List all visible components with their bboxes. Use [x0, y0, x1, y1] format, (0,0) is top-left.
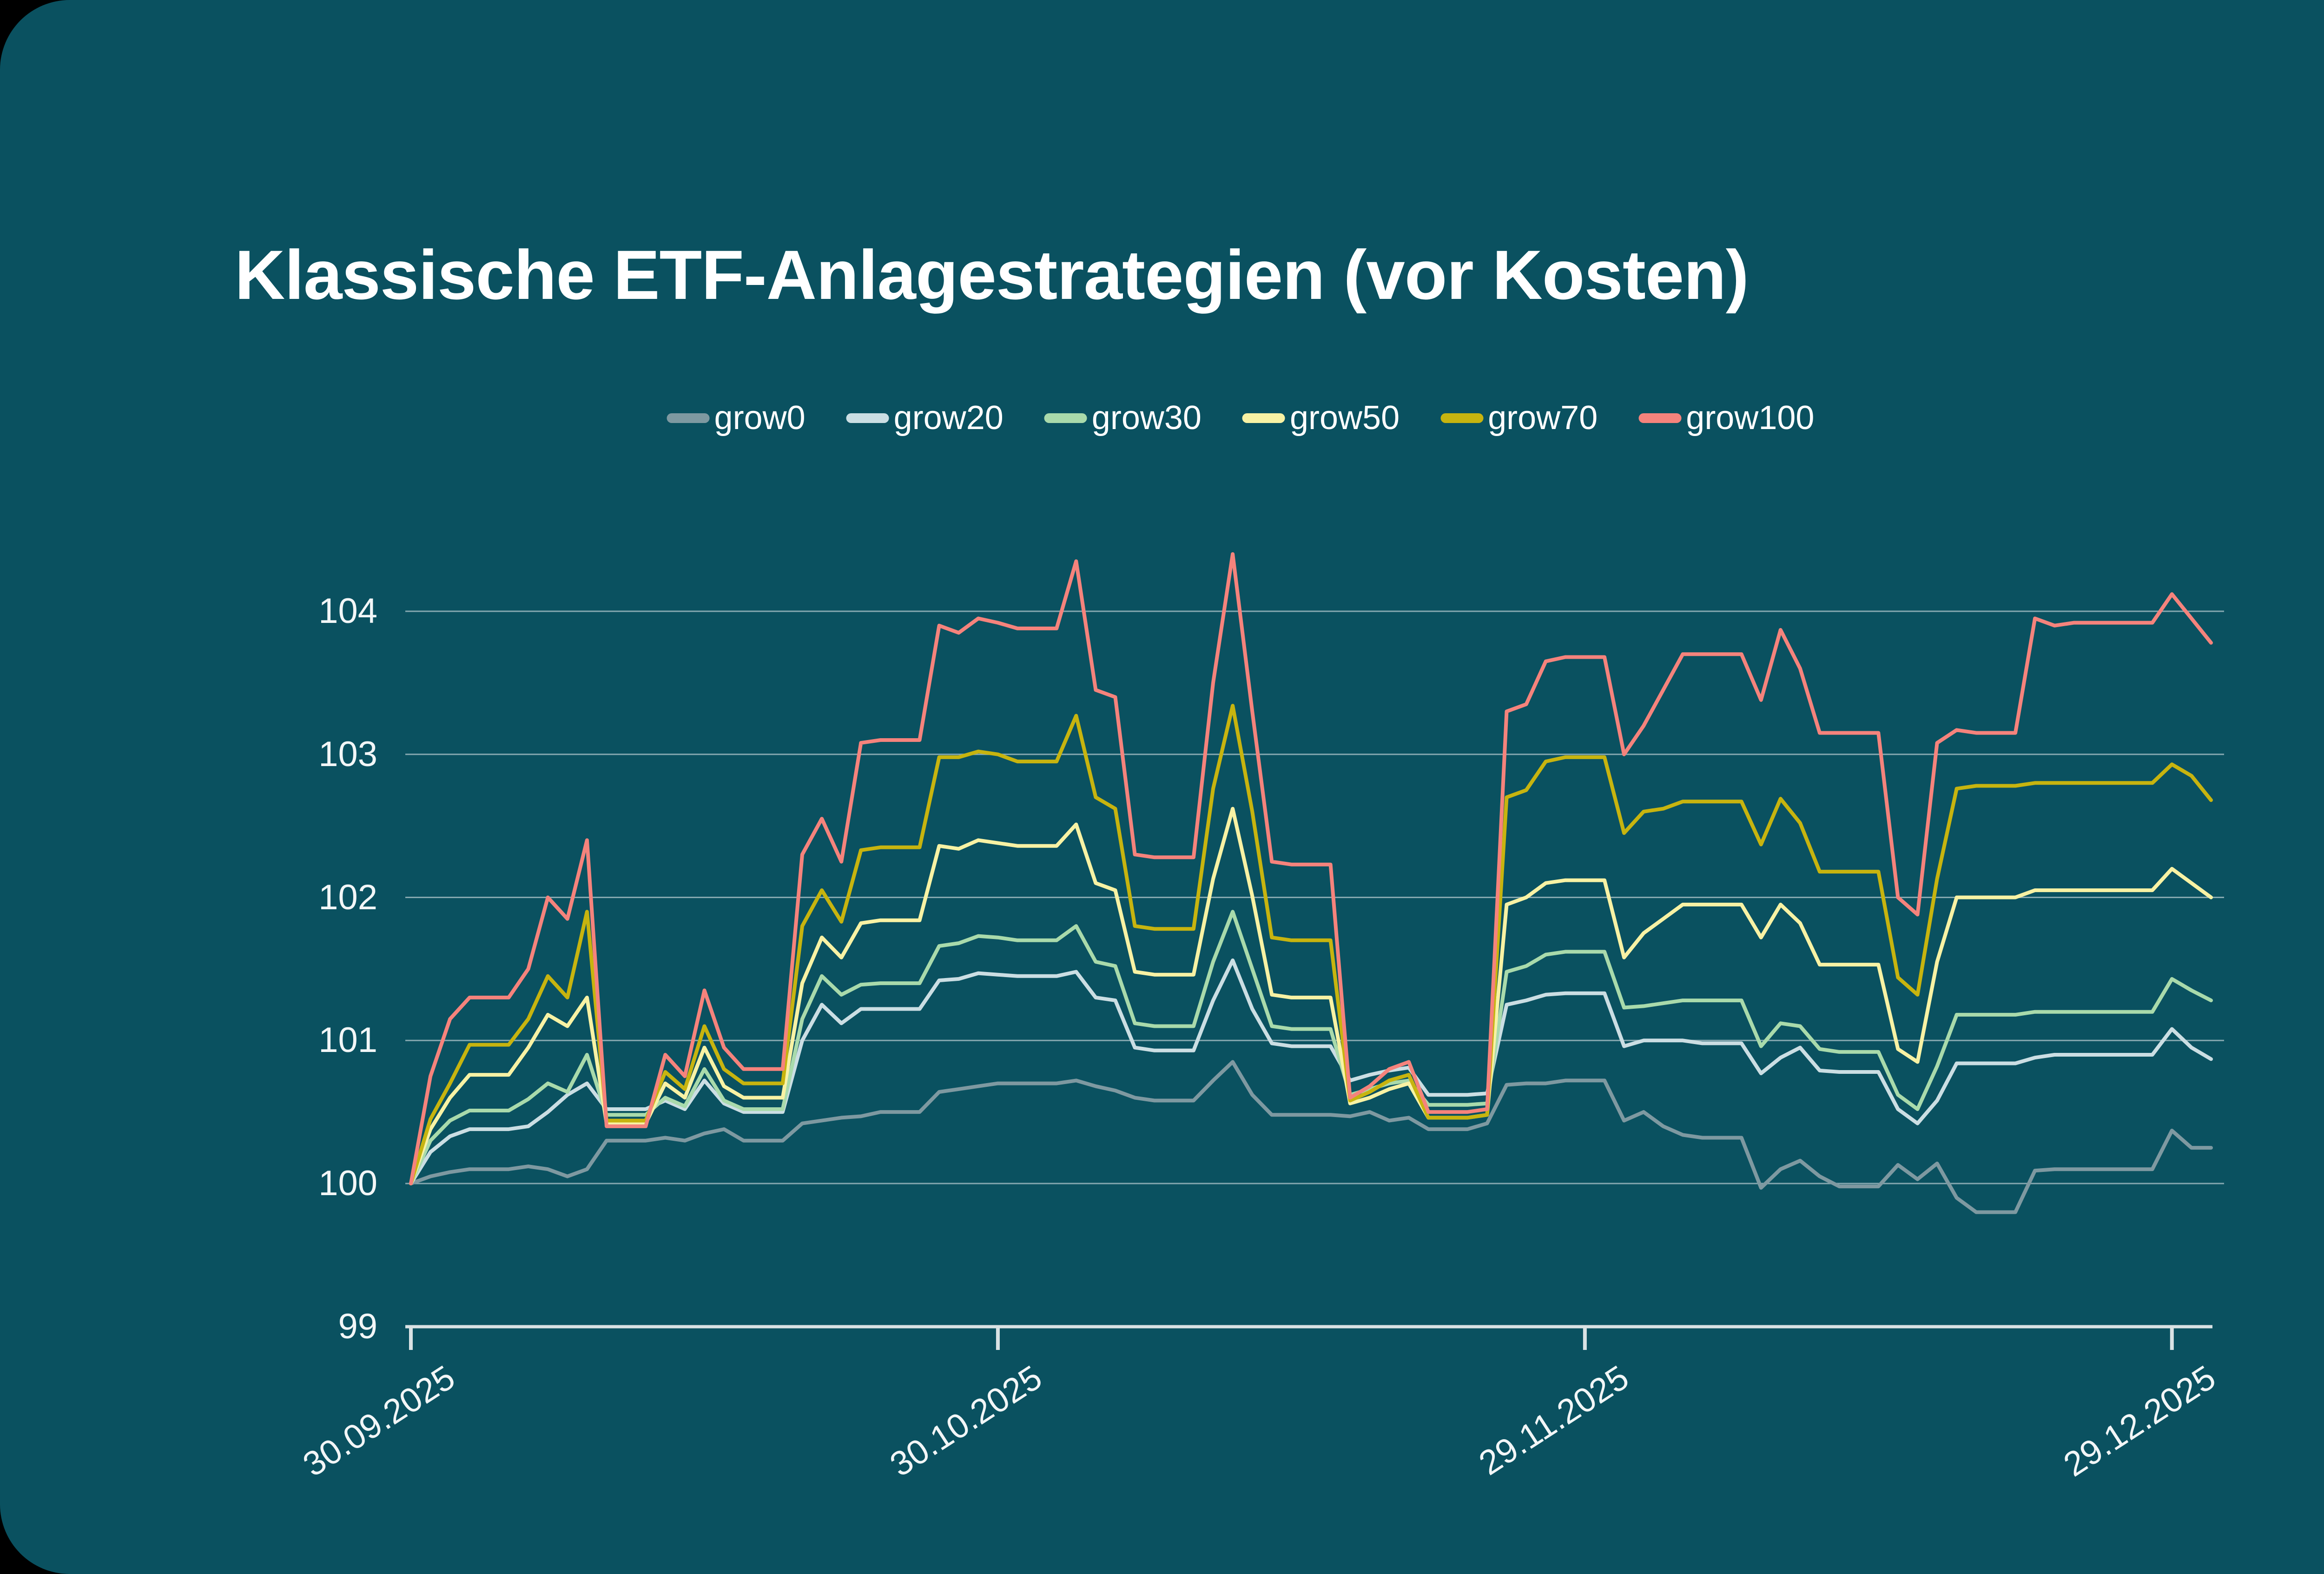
legend-item-grow30[interactable]: grow30	[1044, 399, 1202, 437]
legend-item-grow0[interactable]: grow0	[667, 399, 805, 437]
legend-label: grow50	[1289, 399, 1400, 436]
chart-title: Klassische ETF-Anlagestrategien (vor Kos…	[235, 236, 1749, 314]
series-line-grow0	[409, 1060, 2213, 1214]
legend-item-grow20[interactable]: grow20	[846, 399, 1004, 437]
legend-swatch-grow70-icon	[1440, 413, 1484, 423]
series-line-grow30	[409, 910, 2213, 1185]
legend-swatch-grow20-icon	[846, 413, 889, 423]
legend-item-grow50[interactable]: grow50	[1242, 399, 1400, 437]
y-axis-label: 99	[338, 1306, 377, 1346]
legend-label: grow20	[893, 399, 1004, 436]
y-axis-label: 103	[318, 734, 377, 774]
y-axis-label: 102	[318, 877, 377, 917]
legend-label: grow30	[1091, 399, 1202, 436]
legend-swatch-grow50-icon	[1242, 413, 1285, 423]
y-axis-label: 104	[318, 591, 377, 631]
legend-label: grow100	[1686, 399, 1815, 436]
series-line-grow70	[409, 704, 2213, 1185]
series-line-grow50	[409, 807, 2213, 1185]
legend-item-grow70[interactable]: grow70	[1440, 399, 1598, 437]
series-line-grow100	[409, 552, 2213, 1185]
legend-label: grow70	[1488, 399, 1598, 436]
legend-item-grow100[interactable]: grow100	[1638, 399, 1814, 437]
legend-swatch-grow30-icon	[1044, 413, 1087, 423]
legend-swatch-grow100-icon	[1638, 413, 1682, 423]
y-axis-label: 101	[318, 1020, 377, 1060]
legend-swatch-grow0-icon	[667, 413, 710, 423]
legend: grow0 grow20 grow30 grow50 grow70 grow10…	[667, 399, 1814, 437]
legend-label: grow0	[714, 399, 805, 436]
series-line-grow20	[409, 958, 2213, 1185]
y-axis-label: 100	[318, 1164, 377, 1203]
